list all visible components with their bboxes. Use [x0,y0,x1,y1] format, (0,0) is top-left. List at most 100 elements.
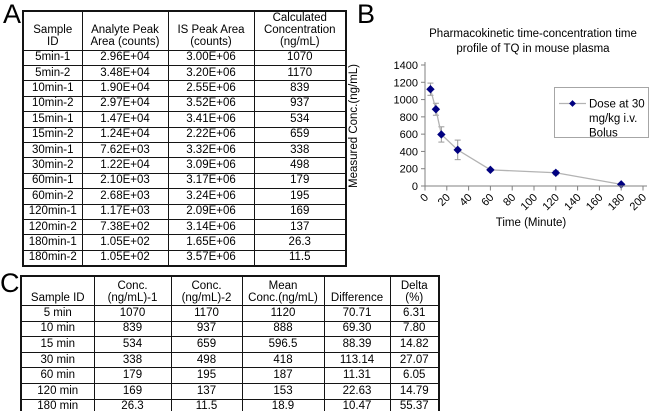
table-cell: 498 [253,157,347,174]
y-tick-label: 0 [412,181,418,193]
table-cell: 2.22E+06 [167,126,255,143]
table-row: 180 min 26.3 11.5 18.9 10.47 55.37 [20,398,440,411]
table-cell: 88.39 [323,336,391,353]
panel-c-label: C [0,268,20,298]
table-row: 15 min 534 659 596.5 88.39 14.82 [20,336,440,353]
table-cell: 7.80 [389,320,440,338]
table-cell: 169 [253,203,347,220]
y-tick-label: 200 [400,164,418,176]
table-cell: 3.17E+06 [167,172,255,190]
y-tick-label: 1200 [394,77,418,89]
table-cell: 7.38E+02 [81,218,169,236]
table-cell: 60 min [20,367,95,384]
svg-text:profile of TQ in mouse plasma: profile of TQ in mouse plasma [456,43,610,55]
table-cell: 120min-1 [22,203,83,220]
header-cell: Delta (%) [389,275,440,306]
x-tick-label: 120 [540,192,561,213]
table-cell: 11.5 [170,398,243,411]
table-row: 60 min 179 195 187 11.31 6.05 [20,367,440,384]
x-axis-title: Time (Minute) [496,217,567,229]
table-cell: 195 [170,367,243,384]
table-row: 30min-2 1.22E+04 3.09E+06 498 [22,157,347,174]
table-cell: 3.32E+06 [167,141,255,159]
legend-label: Dose at 30 [589,99,645,111]
table-cell: 6.31 [389,305,440,322]
table-cell: 11.5 [253,249,347,267]
table-cell: 60min-2 [22,188,83,205]
table-row: 120min-1 1.17E+03 2.09E+06 169 [22,203,347,220]
table-cell: 498 [170,351,243,369]
legend-box [554,87,649,138]
x-tick-label: 20 [436,192,453,209]
table-cell: 2.09E+06 [167,203,255,220]
data-point-marker [569,100,576,107]
table-cell: 1070 [253,49,347,67]
table-cell: 179 [93,367,172,384]
header-cell: Sample ID [20,275,95,306]
header-cell: Mean Conc.(ng/mL) [241,275,325,306]
data-point-marker [426,85,435,94]
svg-text:Pharmacokinetic time-concentra: Pharmacokinetic time-concentration time [429,28,637,40]
table-cell: 55.37 [389,398,440,411]
table-cell: 1.22E+04 [81,157,169,174]
table-cell: 180min-1 [22,234,83,251]
table-cell: 137 [170,382,243,400]
table-cell: 1.65E+06 [167,234,255,251]
table-cell: 5 min [20,305,95,322]
table-cell: 6.05 [389,367,440,384]
pk-concentration-chart: 0 200 400 600 800 1000 1200 1400 0 20 40 60 80 100 120… [348,28,649,229]
table-cell: 7.62E+03 [81,141,169,159]
table-cell: 3.52E+06 [167,95,255,113]
table-cell: 187 [241,367,325,384]
x-tick-label: 60 [479,192,496,209]
table-row: 5min-2 3.48E+04 3.20E+06 1170 [22,64,347,82]
table-cell: 137 [253,218,347,236]
table-cell: 120min-2 [22,218,83,236]
x-tick-label: 180 [606,192,627,213]
table-cell: 888 [241,320,325,338]
y-tick-label: 400 [400,146,418,158]
table-row: 180min-1 1.05E+02 1.65E+06 26.3 [22,234,347,251]
table-cell: 2.68E+03 [81,188,169,205]
table-cell: 70.71 [323,305,391,322]
legend: Dose at 30 mg/kg i.v. Bolus [554,87,649,140]
table-cell: 534 [93,336,172,353]
table-cell: 180min-2 [22,249,83,267]
table-row: 15min-2 1.24E+04 2.22E+06 659 [22,126,347,143]
table-cell: 2.55E+06 [167,80,255,97]
table-cell: 60min-1 [22,172,83,190]
table-row: 120 min 169 137 153 22.63 14.79 [20,382,440,400]
table-cell: 30min-1 [22,141,83,159]
table-row: 15min-1 1.47E+04 3.41E+06 534 [22,111,347,128]
table-cell: 937 [253,95,347,113]
table-cell: 27.07 [389,351,440,369]
table-cell: 338 [253,141,347,159]
table-cell: 3.57E+06 [167,249,255,267]
table-cell: 937 [170,320,243,338]
table-cell: 14.82 [389,336,440,353]
data-point-marker [431,105,441,114]
header-row: Sample ID Analyte Peak Area (counts) IS Pe… [22,10,347,51]
table-cell: 3.09E+06 [167,157,255,174]
x-tick-label: 200 [628,192,649,213]
y-tick-label: 1400 [394,60,418,72]
table-cell: 1.05E+02 [81,249,169,267]
header-cell: Analyte Peak Area (counts) [81,10,169,51]
table-cell: 596.5 [241,336,325,353]
x-tick-label: 100 [519,192,540,213]
table-cell: 22.63 [323,382,391,400]
analyte-peak-area-table: Sample ID Analyte Peak Area (counts) IS Pe… [22,10,347,268]
table-cell: 3.20E+06 [167,64,255,82]
x-tick-label: 40 [458,192,475,209]
x-tick-label: 160 [584,192,605,213]
y-tick-label: 800 [400,112,418,124]
table-row: 30min-1 7.62E+03 3.32E+06 338 [22,141,347,159]
header-cell: IS Peak Area (counts) [167,10,255,51]
table-cell: 10min-2 [22,95,83,113]
data-point-marker [551,168,560,177]
table-cell: 1.05E+02 [81,234,169,251]
table-cell: 3.24E+06 [167,188,255,205]
table-row: 120min-2 7.38E+02 3.14E+06 137 [22,218,347,236]
data-point-marker [453,145,462,155]
